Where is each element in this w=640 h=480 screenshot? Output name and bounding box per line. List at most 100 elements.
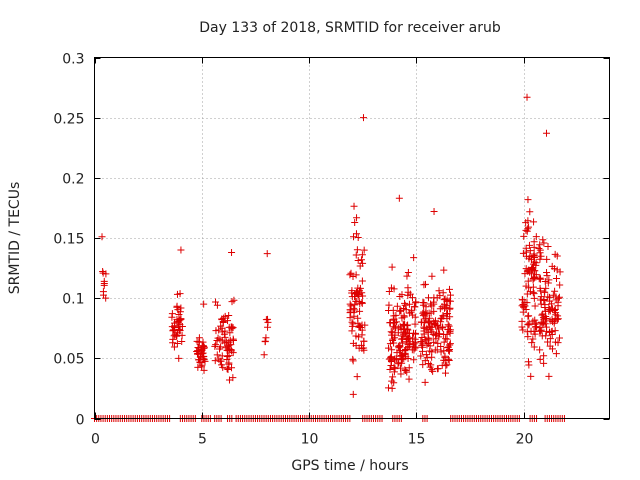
data-point [518,323,526,331]
data-point [394,360,402,368]
data-point [349,320,357,328]
y-tick-label: 0.25 [53,112,84,128]
data-point [440,266,448,274]
data-point [424,328,432,336]
data-point [198,350,206,358]
y-axis-label: SRMTID / TECUs [7,182,23,295]
data-point [532,323,540,331]
data-point [360,246,368,254]
data-point [417,318,425,326]
data-point [352,271,360,279]
data-point [432,331,440,339]
data-point [544,338,552,346]
data-point [443,361,451,369]
data-point [403,325,411,333]
data-point [524,312,532,320]
data-point [529,266,537,274]
data-point [215,326,223,334]
data-point [540,318,548,326]
data-point [422,351,430,359]
data-point [532,233,540,241]
data-point [411,320,419,328]
data-point [401,366,409,374]
data-point [400,321,408,329]
data-point [536,274,544,282]
data-point [388,329,396,337]
data-point [394,329,402,337]
data-point [402,338,410,346]
data-point [411,313,419,321]
data-point [354,234,362,242]
data-point [536,241,544,249]
data-point [556,281,564,289]
data-point [99,288,107,296]
data-point [420,327,428,335]
data-point [223,352,231,360]
data-point [390,319,398,327]
data-point [537,252,545,260]
data-point [545,276,553,284]
data-point [173,318,181,326]
data-point [260,351,268,359]
data-point [552,350,560,358]
axis-ticks: 0 0.05 0.1 0.15 0.2 0.25 0.3 0 5 10 15 20 [53,52,610,448]
data-point [176,290,184,298]
x-tick-label: 15 [408,432,426,448]
data-point [543,327,551,335]
data-point [549,291,557,299]
data-point [428,353,436,361]
x-tick-label: 0 [91,432,100,448]
data-point [262,334,270,342]
data-point [530,294,538,302]
data-point [228,248,236,256]
data-point [435,325,443,333]
data-point [440,338,448,346]
data-point [428,272,436,280]
data-point [421,319,429,327]
data-point [405,329,413,337]
data-point [387,361,395,369]
data-point [217,322,225,330]
data-point [352,230,360,238]
data-point [539,236,547,244]
data-point [224,346,232,354]
data-point [359,114,367,122]
data-point [430,307,438,315]
x-tick-label: 10 [301,432,319,448]
y-tick-label: 0.1 [62,292,84,308]
data-point [430,208,438,216]
data-point [530,343,538,351]
data-point [389,373,397,381]
data-point [436,330,444,338]
data-point [405,364,413,372]
data-point [525,312,533,320]
data-point [399,339,407,347]
data-point [442,335,450,343]
data-point [402,366,410,374]
data-point [425,360,433,368]
data-point [412,298,420,306]
data-point [384,344,392,352]
data-point [229,349,237,357]
data-point [548,330,556,338]
data-point [440,347,448,355]
data-point [201,357,209,365]
data-point [100,280,108,288]
data-point [535,275,543,283]
data-point [550,319,558,327]
data-point [434,365,442,373]
data-point [349,357,357,365]
data-point [524,225,532,233]
data-point [404,284,412,292]
data-point [169,335,177,343]
y-tick-label: 0 [76,413,85,429]
data-point [551,327,559,335]
data-point [229,324,237,332]
data-point [417,352,425,360]
data-point [442,303,450,311]
data-point [428,366,436,374]
data-point [537,326,545,334]
data-point [396,307,404,315]
data-point [228,364,236,372]
data-point [218,361,226,369]
